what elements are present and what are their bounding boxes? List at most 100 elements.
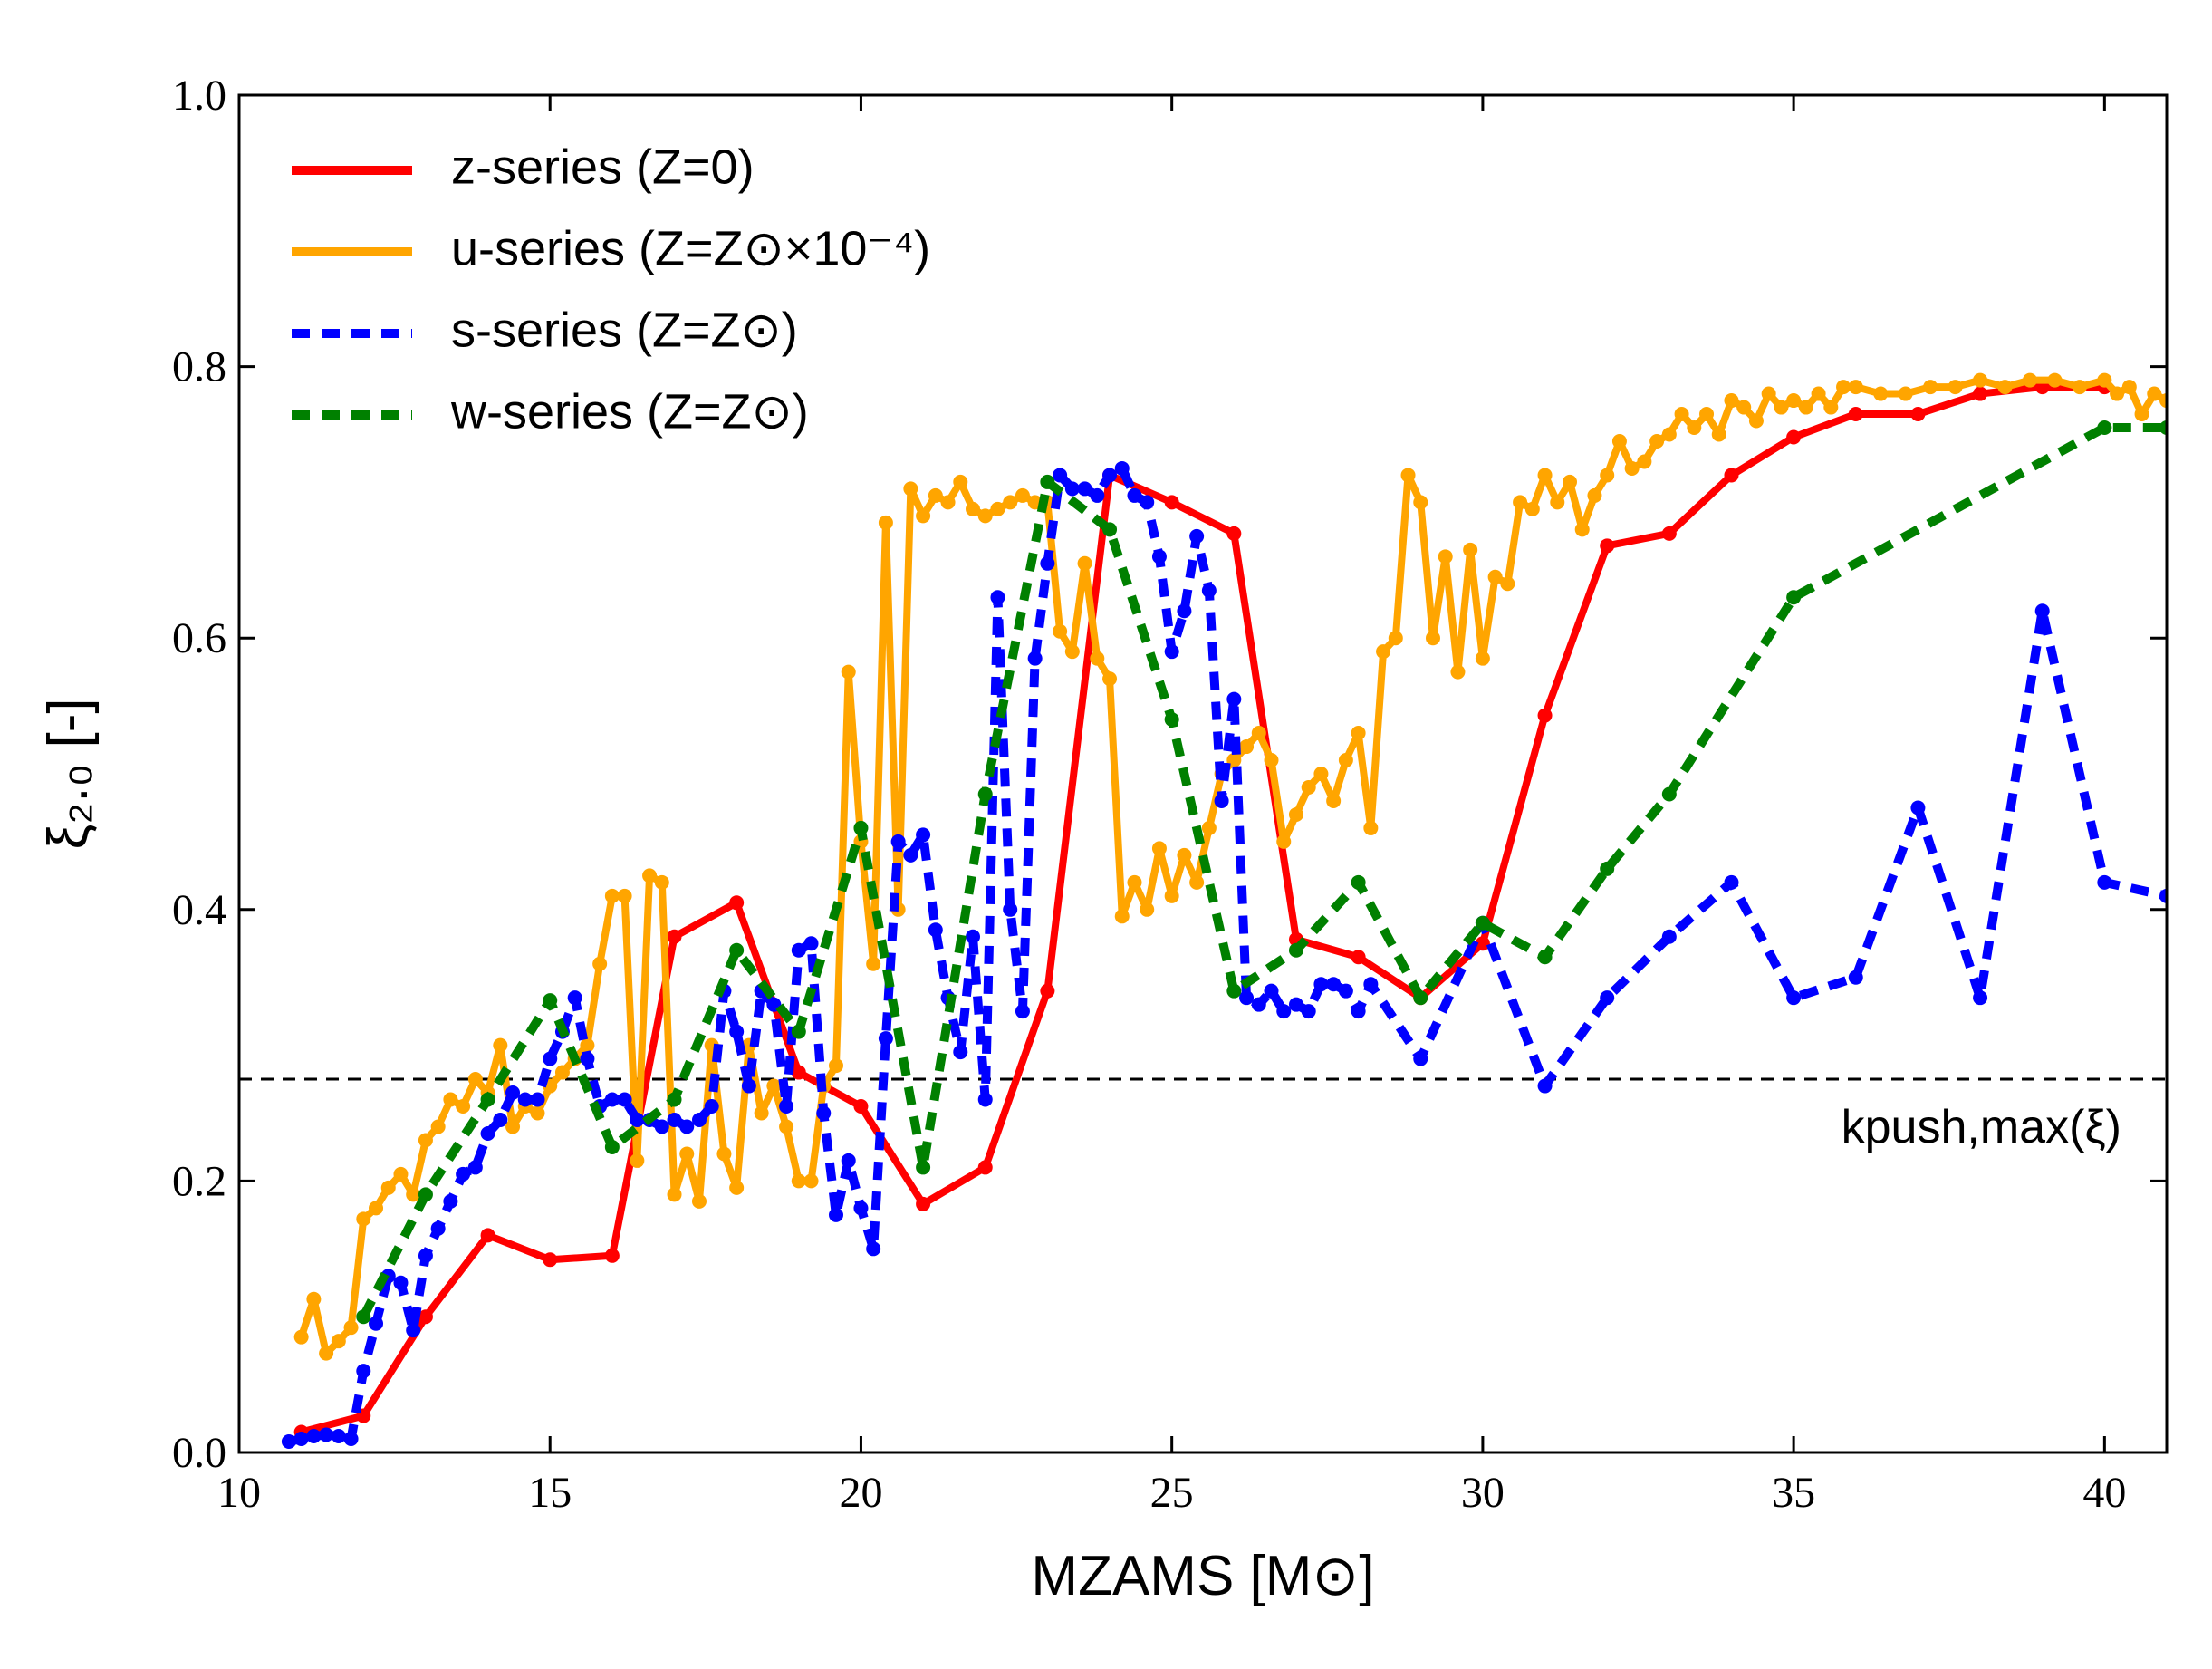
data-point (1923, 380, 1938, 395)
data-point (1413, 495, 1428, 510)
data-point (480, 1092, 495, 1107)
data-point (630, 1153, 645, 1168)
data-point (343, 1432, 359, 1447)
data-point (418, 1187, 433, 1202)
data-point (1724, 468, 1739, 483)
data-point (2159, 888, 2167, 903)
data-point (1475, 651, 1490, 666)
data-point (604, 888, 620, 903)
data-point (480, 1125, 495, 1141)
data-point (1997, 380, 2013, 395)
data-point (1475, 915, 1490, 931)
data-point (1264, 753, 1279, 768)
data-point (543, 1051, 558, 1066)
x-axis-label: MZAMS [M⊙] (1031, 1545, 1374, 1607)
data-point (1786, 393, 1802, 409)
data-point (443, 1092, 458, 1107)
data-point (853, 820, 869, 835)
data-point (1164, 888, 1179, 903)
data-point (456, 1166, 471, 1182)
data-point (2134, 407, 2149, 422)
data-point (667, 1187, 682, 1202)
data-point (704, 1099, 719, 1114)
data-point (1587, 487, 1602, 503)
data-point (1338, 753, 1353, 768)
data-point (1177, 603, 1192, 619)
data-point (1251, 997, 1266, 1012)
data-point (1177, 847, 1192, 863)
data-point (1761, 386, 1776, 401)
data-point (1313, 977, 1329, 992)
data-point (393, 1166, 409, 1182)
data-point (430, 1119, 446, 1134)
data-point (1973, 990, 1988, 1006)
data-point (617, 888, 632, 903)
data-point (667, 929, 682, 944)
data-point (1661, 929, 1677, 944)
data-point (1351, 1004, 1366, 1019)
data-point (1077, 481, 1092, 497)
data-point (369, 1316, 384, 1331)
data-point (1127, 874, 1142, 890)
data-point (319, 1427, 334, 1442)
data-point (679, 1146, 695, 1162)
legend-label: z-series (Z=0) (451, 140, 755, 194)
data-point (1798, 400, 1813, 415)
data-point (2047, 372, 2063, 388)
data-point (1288, 997, 1303, 1012)
legend-label: w-series (Z=Z⊙) (450, 384, 809, 439)
data-point (754, 1105, 769, 1121)
data-point (580, 1037, 595, 1053)
data-point (729, 1024, 745, 1039)
data-point (977, 1092, 993, 1107)
data-point (580, 1051, 595, 1066)
data-point (1513, 495, 1528, 510)
series (293, 372, 2167, 1361)
data-point (356, 1364, 371, 1379)
data-point (779, 1099, 794, 1114)
data-point (791, 942, 806, 958)
data-point (1338, 983, 1353, 999)
data-point (319, 1346, 334, 1361)
data-point (1873, 386, 1889, 401)
data-point (916, 827, 931, 843)
data-point (356, 1309, 371, 1325)
data-point (1910, 800, 1926, 815)
data-point (1351, 950, 1366, 965)
data-point (940, 495, 956, 510)
data-point (1823, 400, 1839, 415)
data-point (1226, 526, 1242, 541)
data-point (2097, 420, 2112, 436)
data-point (1687, 420, 1702, 436)
data-point (841, 1153, 856, 1168)
data-point (2097, 874, 2112, 890)
series-line (297, 376, 2167, 1357)
series (356, 420, 2167, 1325)
data-point (1127, 487, 1142, 503)
data-point (903, 481, 918, 497)
data-point (293, 1329, 309, 1345)
data-point (467, 1072, 483, 1087)
data-point (1600, 538, 1615, 554)
data-point (1948, 380, 1963, 395)
data-point (1288, 942, 1303, 958)
data-point (1376, 644, 1391, 660)
data-point (1848, 970, 1863, 985)
data-point (567, 990, 582, 1006)
data-point (1611, 433, 1627, 449)
data-point (928, 487, 943, 503)
data-point (667, 1092, 682, 1107)
data-point (1463, 542, 1478, 557)
data-point (1226, 983, 1242, 999)
data-point (1189, 528, 1205, 544)
data-point (1487, 569, 1503, 584)
data-point (543, 993, 558, 1008)
x-tick-label: 30 (1461, 1469, 1505, 1517)
data-point (2147, 386, 2162, 401)
data-point (953, 1045, 968, 1060)
data-point (2159, 420, 2167, 436)
data-point (1301, 1004, 1316, 1019)
data-point (1077, 555, 1092, 571)
data-point (1550, 495, 1565, 510)
data-point (1114, 460, 1130, 476)
